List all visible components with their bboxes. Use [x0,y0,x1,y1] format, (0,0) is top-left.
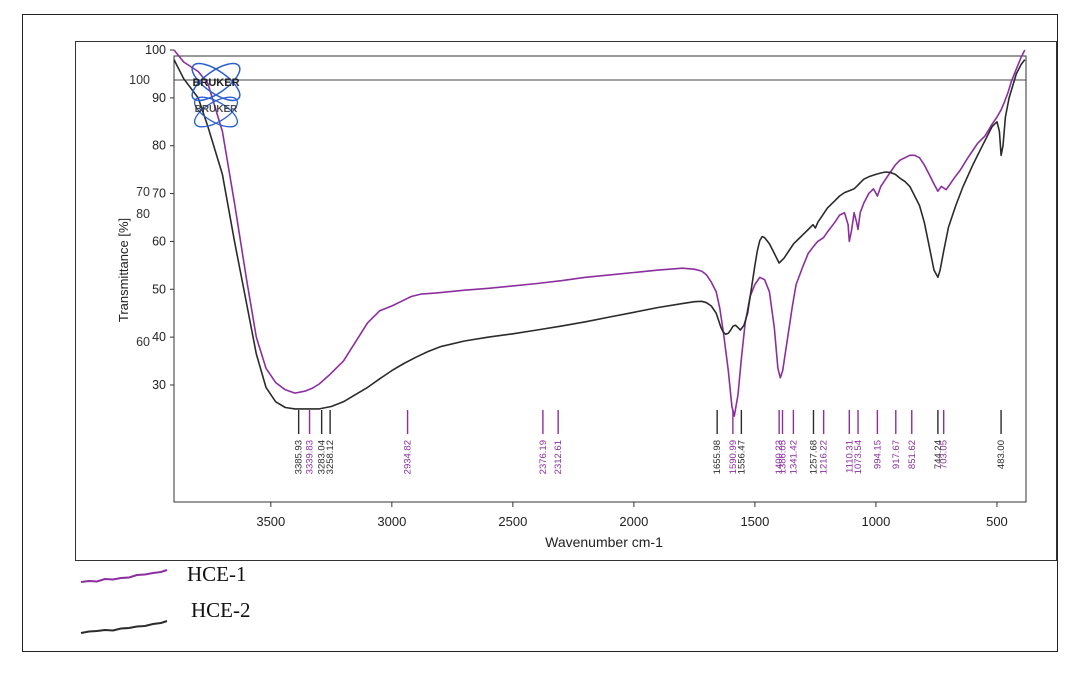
peak-label: 3385.93 [294,440,305,474]
plot-area-frame [173,55,1027,503]
series-line-hce-1 [173,49,1026,417]
peak-label: 1556.47 [736,440,747,474]
y-tick-label: 50 [152,282,166,296]
y-tick-label-secondary: 70 [136,185,150,199]
y-tick-label: 60 [152,234,166,248]
series-line-hce-2 [173,59,1026,410]
logo-text-overlap: BRUKER [195,104,239,115]
peak-label: 703.05 [939,440,950,469]
x-tick-label: 1500 [740,514,769,529]
ftir-spectrum-chart: 3500 3000 2500 2000 1500 1000 500 Wavenumber cm… [116,43,1027,550]
legend-label-hce-2: HCE-2 [191,598,251,622]
y-tick-label-secondary: 80 [136,207,150,221]
x-tick-label: 2500 [498,514,527,529]
peak-label: 1341.42 [788,440,799,474]
y-tick-label: 30 [152,378,166,392]
peak-label: 1655.98 [712,440,723,474]
y-tick-label-secondary: 60 [136,335,150,349]
peak-label: 1400.23 [774,440,785,474]
x-tick-label: 3000 [377,514,406,529]
peak-label: 3339.83 [305,440,316,474]
y-tick-label: 80 [152,139,166,153]
peak-label: 3283.04 [317,440,328,474]
logo-orbit [191,62,241,102]
peak-label: 2934.82 [403,440,414,474]
peak-label: 2376.19 [538,440,549,474]
legend-line-hce-2 [80,620,168,634]
legend-label-hce-1: HCE-1 [187,562,247,586]
x-tick-label: 500 [986,514,1008,529]
peak-label: 3258.12 [325,440,336,474]
peak-label: 917.67 [891,440,902,469]
peak-label: 1073.54 [853,440,864,474]
x-tick-label: 3500 [256,514,285,529]
x-axis-label: Wavenumber cm-1 [545,534,663,550]
ftir-chart-panel: 3500 3000 2500 2000 1500 1000 500 Wavenumber cm… [75,41,1057,561]
peak-label: 1110.31 [844,440,855,473]
logo-orbit [193,96,239,128]
peak-label: 994.15 [872,440,883,469]
peak-label: 851.62 [907,440,918,469]
y-tick-label-secondary: 100 [129,73,150,87]
x-tick-label: 2000 [619,514,648,529]
peak-label: 1590.99 [728,440,739,474]
peak-label: 2312.61 [553,440,564,474]
logo-orbit [193,96,239,128]
peak-label: 1257.68 [808,440,819,474]
logo-text: BRUKER [192,77,239,89]
y-tick-label: 70 [152,187,166,201]
legend-swatch-hce-1 [80,569,168,583]
legend-swatch-hce-2 [80,620,168,634]
peak-label: 744.24 [933,440,944,469]
y-axis-label: Transmittance [%] [116,218,131,322]
figure-frame: 3500 3000 2500 2000 1500 1000 500 Wavenumber cm… [22,14,1058,652]
peak-label: 483.00 [996,440,1007,469]
y-tick-label: 40 [152,330,166,344]
y-tick-label: 100 [145,43,166,57]
x-tick-label: 1000 [861,514,890,529]
legend-line-hce-1 [80,569,168,583]
peak-label: 1386.05 [778,440,789,474]
y-tick-label: 90 [152,91,166,105]
peak-label: 1216.22 [819,440,830,474]
logo-orbit [191,62,241,102]
